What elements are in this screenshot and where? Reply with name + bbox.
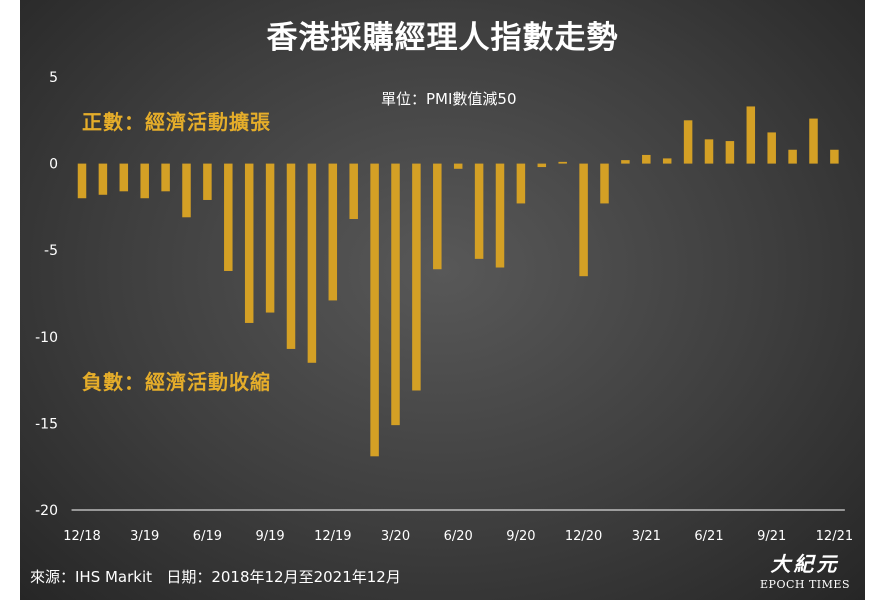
bar [244, 163, 254, 323]
bar [495, 163, 505, 268]
bar [433, 163, 442, 270]
bar [621, 160, 630, 164]
y-tick-label: 0 [49, 157, 58, 173]
bar [537, 163, 547, 168]
bar [328, 163, 338, 301]
epoch-times-logo: 大紀元 EPOCH TIMES [760, 548, 850, 591]
x-tick-label: 3/19 [130, 529, 159, 544]
bar [391, 163, 400, 426]
x-tick-label: 6/19 [193, 529, 222, 544]
bar [161, 163, 170, 192]
bar [224, 163, 233, 271]
bar [600, 163, 609, 204]
y-tick-label: -20 [35, 503, 58, 519]
bar [662, 158, 672, 164]
x-tick-label: 9/20 [506, 529, 535, 544]
bar [203, 163, 212, 200]
logo-english-text: EPOCH TIMES [760, 578, 850, 591]
bar [349, 163, 358, 220]
bar [98, 163, 108, 195]
y-tick-label: -10 [35, 330, 58, 346]
bar [453, 163, 463, 169]
x-tick-label: 12/20 [565, 529, 602, 544]
positive-annotation: 正數：經濟活動擴張 [82, 110, 271, 134]
bar [265, 163, 275, 313]
bar [140, 163, 149, 199]
bar [767, 132, 776, 164]
x-tick-label: 3/20 [381, 529, 410, 544]
unit-note: 單位：PMI數值減50 [381, 90, 517, 108]
bar [788, 149, 797, 164]
bar [579, 163, 588, 277]
bar [370, 163, 379, 457]
x-tick-label: 6/21 [694, 529, 723, 544]
bar [725, 141, 735, 164]
x-tick-label: 9/19 [255, 529, 284, 544]
chart-title: 香港採購經理人指數走勢 [266, 20, 619, 56]
x-tick-label: 9/21 [757, 529, 786, 544]
bar-chart: 5 0 -5 -10 -15 -20 12/18 3/19 6/19 9/19 12/19 3/20 6… [35, 70, 853, 544]
x-tick-label: 6/20 [444, 529, 473, 544]
negative-annotation: 負數：經濟活動收縮 [82, 370, 271, 394]
bar [119, 163, 129, 192]
x-tick-label: 12/18 [63, 529, 100, 544]
bar [704, 139, 714, 164]
bar [683, 120, 693, 164]
bar [809, 118, 818, 164]
chart-panel: 香港採購經理人指數走勢 5 0 -5 -10 -15 -20 12/18 3/19 6/19 9/… [20, 0, 865, 600]
bar [307, 163, 317, 363]
bar [830, 149, 839, 164]
y-tick-label: 5 [49, 70, 58, 86]
x-tick-label: 3/21 [632, 529, 661, 544]
y-tick-label: -15 [35, 416, 58, 432]
bar [77, 163, 87, 199]
x-tick-label: 12/21 [816, 529, 853, 544]
bar [474, 163, 484, 259]
bar [286, 163, 296, 349]
bar [642, 154, 651, 164]
source-note: 來源：IHS Markit 日期：2018年12月至2021年12月 [30, 568, 401, 586]
y-tick-label: -5 [44, 243, 58, 259]
x-tick-label: 12/19 [314, 529, 351, 544]
logo-chinese-text: 大紀元 [770, 552, 840, 576]
bar [746, 106, 756, 164]
bar [558, 161, 567, 164]
bar [182, 163, 191, 218]
bar [412, 163, 421, 391]
bar [516, 163, 526, 204]
